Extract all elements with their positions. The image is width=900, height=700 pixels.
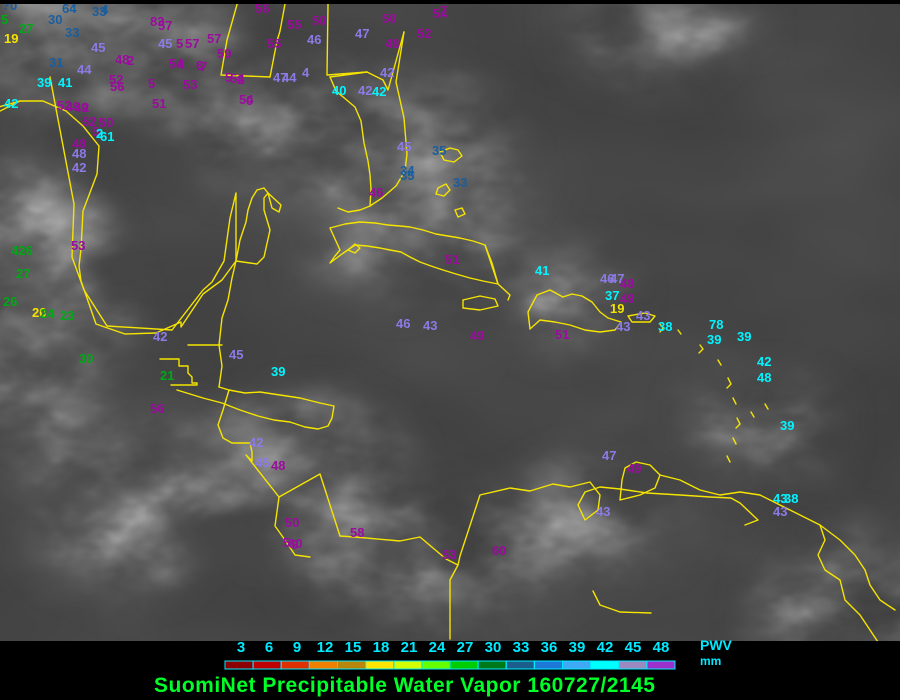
svg-text:21: 21 (401, 639, 418, 656)
svg-text:SuomiNet Precipitable Water Va: SuomiNet Precipitable Water Vapor 160727… (154, 674, 655, 697)
svg-text:36: 36 (541, 639, 558, 656)
svg-text:9: 9 (293, 639, 301, 656)
svg-text:39: 39 (569, 639, 586, 656)
svg-text:12: 12 (317, 639, 334, 656)
svg-text:33: 33 (513, 639, 530, 656)
svg-text:45: 45 (625, 639, 642, 656)
svg-text:42: 42 (597, 639, 614, 656)
svg-text:6: 6 (265, 639, 273, 656)
svg-text:24: 24 (429, 639, 446, 656)
svg-text:27: 27 (457, 639, 474, 656)
svg-text:15: 15 (345, 639, 362, 656)
svg-text:48: 48 (653, 639, 670, 656)
svg-text:PWV: PWV (700, 637, 733, 653)
svg-text:18: 18 (373, 639, 390, 656)
svg-text:3: 3 (237, 639, 245, 656)
svg-text:30: 30 (485, 639, 502, 656)
svg-text:mm: mm (700, 654, 721, 668)
